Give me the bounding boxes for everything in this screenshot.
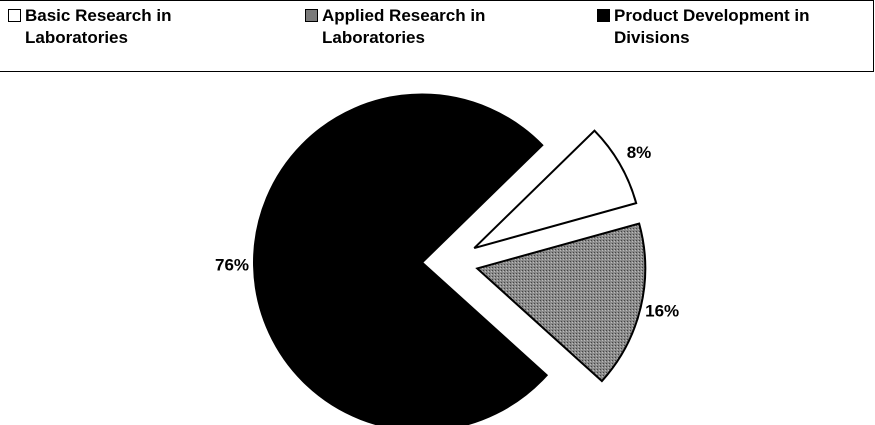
legend-label: Applied Research in Laboratories (322, 6, 486, 47)
data-label: 76% (215, 256, 249, 275)
legend-swatch (597, 9, 610, 22)
legend-label: Basic Research in Laboratories (25, 6, 172, 47)
legend-label: Product Development in Divisions (614, 6, 810, 47)
data-label: 16% (645, 302, 679, 321)
pie-slice (473, 129, 638, 250)
pie-slice (475, 222, 647, 383)
legend-swatch (305, 9, 318, 22)
legend: Basic Research in Laboratories Applied Re… (0, 0, 874, 72)
legend-item: Product Development in Divisions (597, 5, 864, 49)
legend-item: Basic Research in Laboratories (8, 5, 275, 49)
pie-slice (253, 93, 549, 425)
legend-item: Applied Research in Laboratories (305, 5, 572, 49)
data-label: 8% (627, 143, 652, 162)
legend-swatch (8, 9, 21, 22)
